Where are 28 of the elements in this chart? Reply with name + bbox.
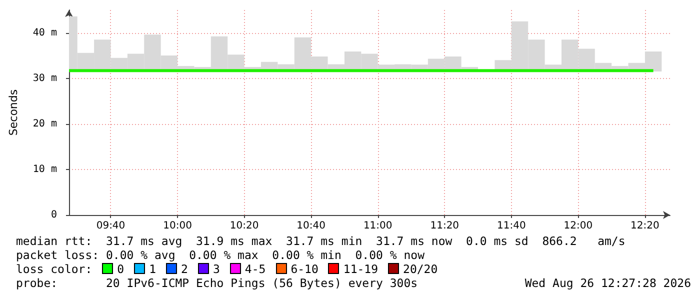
text: 4-5 xyxy=(244,262,266,276)
x-tick-label: 11:40 xyxy=(497,220,526,232)
y-tick-label: 0 xyxy=(50,210,57,220)
text: loss color: xyxy=(16,262,92,276)
y-axis-title: Seconds xyxy=(7,89,20,136)
text: median rtt: 31.7 ms avg 31.9 ms max 31.7 ms min 31.7 ms now 0.0 ms sd 866.2 am/s xyxy=(16,234,626,248)
x-tick-label: 12:00 xyxy=(564,220,593,232)
text: 0 xyxy=(117,262,124,276)
y-tick-label: 40 m xyxy=(32,27,57,38)
y-tick-label: 10 m xyxy=(32,164,57,175)
text: 2 xyxy=(181,262,188,276)
x-tick-label: 11:20 xyxy=(430,220,460,232)
x-tick-label: 12:20 xyxy=(630,220,660,232)
text: packet loss: 0.00 % avg 0.00 % max 0.00 % min 0.00 % now xyxy=(16,248,424,262)
x-tick-label: 11:00 xyxy=(363,220,392,232)
x-tick-label: 10:20 xyxy=(230,220,259,232)
text: Wed Aug 26 12:27:28 2026 xyxy=(524,276,691,290)
y-tick-label: 20 m xyxy=(32,118,57,130)
text: 6-10 xyxy=(290,262,318,276)
x-tick-label: 10:00 xyxy=(163,220,192,232)
text: 1 xyxy=(149,262,156,276)
text: 20/20 xyxy=(403,262,438,276)
text: probe: 20 IPv6-ICMP Echo Pings (56 Bytes) every 300s xyxy=(16,276,418,290)
y-tick-label: 30 m xyxy=(32,72,57,84)
x-tick-label: 10:40 xyxy=(296,220,326,232)
text: 11-19 xyxy=(343,262,378,276)
text: 3 xyxy=(212,262,220,276)
x-tick-label: 09:40 xyxy=(96,220,126,232)
